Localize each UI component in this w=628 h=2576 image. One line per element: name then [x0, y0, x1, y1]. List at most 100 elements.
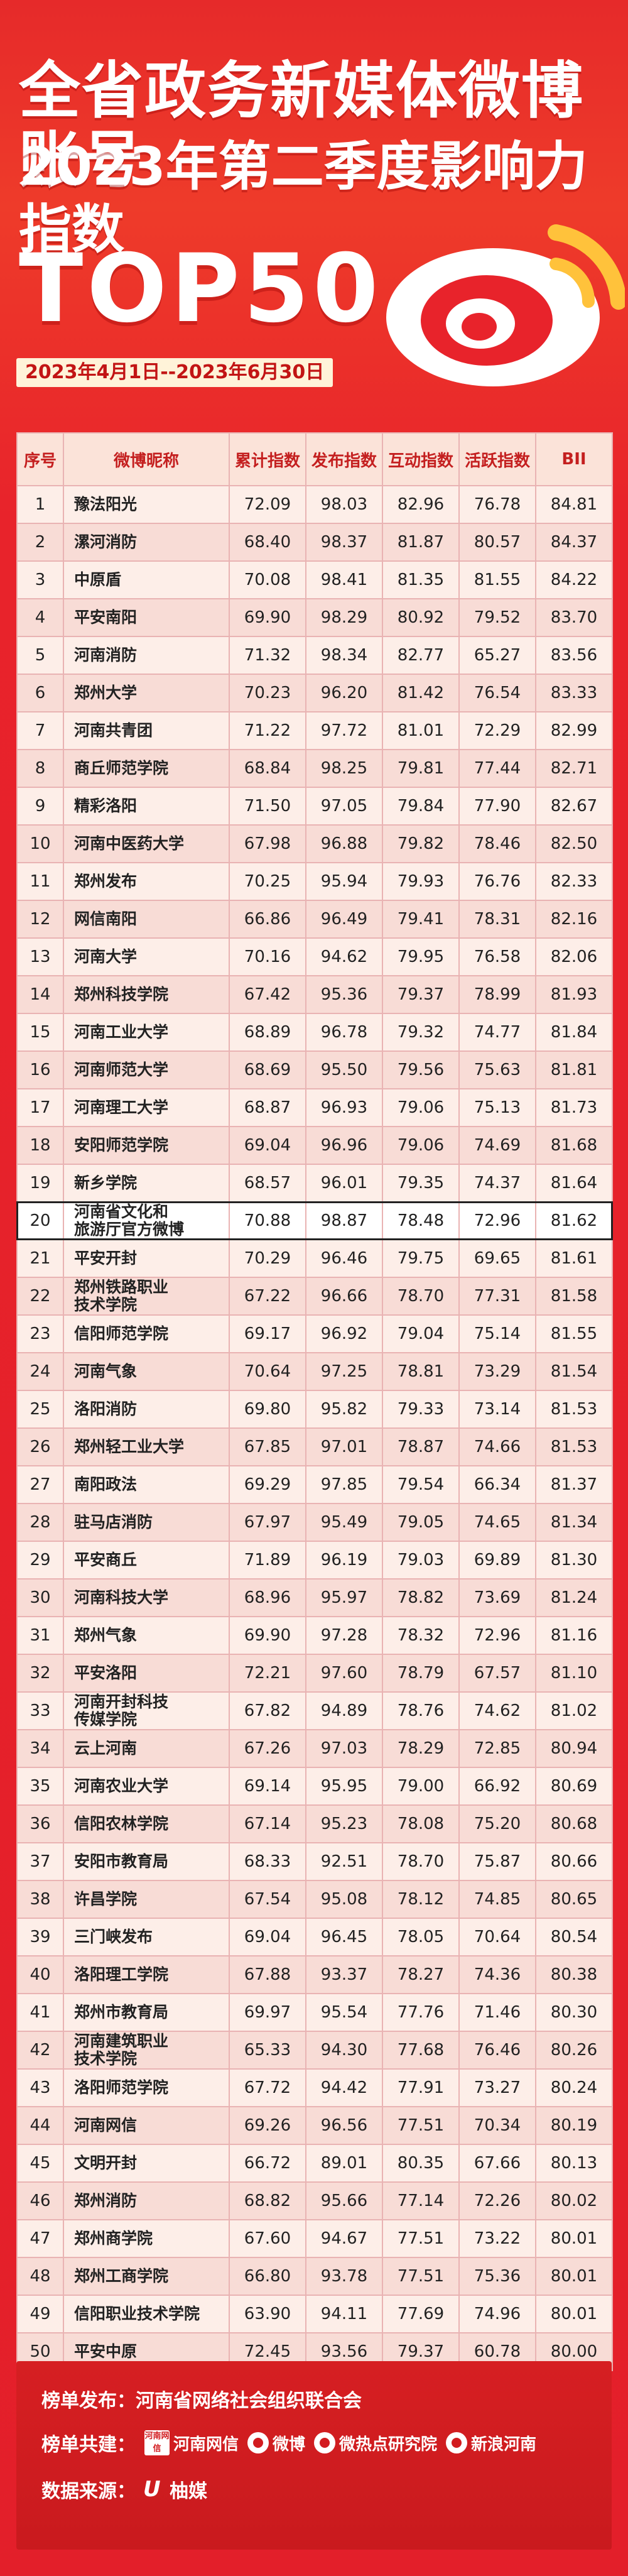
publish-cell: 95.95: [305, 1767, 383, 1806]
bii-cell: 81.81: [535, 1051, 613, 1089]
rank-cell: 48: [16, 2257, 64, 2296]
bii-cell: 80.02: [535, 2181, 613, 2220]
publish-cell: 97.72: [305, 711, 383, 750]
publish-cell: 98.03: [305, 485, 383, 524]
interaction-cell: 78.79: [382, 1654, 460, 1693]
publish-cell: 95.50: [305, 1051, 383, 1089]
cumulative-cell: 67.54: [229, 1880, 306, 1919]
interaction-cell: 77.91: [382, 2068, 460, 2107]
hotspot-institute-logo-icon: [314, 2432, 336, 2453]
table-row: 39 三门峡发布 69.04 96.45 78.05 70.64 80.54: [16, 1918, 613, 1957]
publish-cell: 94.11: [305, 2295, 383, 2333]
col-header-activity: 活跃指数: [458, 432, 536, 486]
nickname-cell: 驻马店消防: [63, 1503, 230, 1542]
activity-cell: 80.57: [458, 523, 536, 562]
interaction-cell: 79.82: [382, 824, 460, 863]
nickname-cell: 安阳师范学院: [63, 1126, 230, 1165]
rank-cell: 39: [16, 1918, 64, 1957]
cumulative-cell: 68.40: [229, 523, 306, 562]
bii-cell: 81.73: [535, 1088, 613, 1127]
interaction-cell: 77.51: [382, 2257, 460, 2296]
bii-cell: 82.06: [535, 937, 613, 976]
interaction-cell: 82.96: [382, 485, 460, 524]
rank-cell: 23: [16, 1314, 64, 1353]
rank-cell: 10: [16, 824, 64, 863]
cumulative-cell: 68.33: [229, 1842, 306, 1881]
table-row: 41 郑州市教育局 69.97 95.54 77.76 71.46 80.30: [16, 1993, 613, 2032]
nickname-cell: 郑州铁路职业 技术学院: [63, 1277, 230, 1316]
bii-cell: 83.33: [535, 674, 613, 712]
interaction-cell: 79.56: [382, 1051, 460, 1089]
nickname-cell: 河南中医药大学: [63, 824, 230, 863]
rank-cell: 13: [16, 937, 64, 976]
rank-cell: 33: [16, 1691, 64, 1730]
nickname-cell: 精彩洛阳: [63, 787, 230, 826]
bii-cell: 83.70: [535, 598, 613, 637]
table-row: 15 河南工业大学 68.89 96.78 79.32 74.77 81.84: [16, 1013, 613, 1052]
activity-cell: 74.65: [458, 1503, 536, 1542]
ranking-table: 序号 微博昵称 累计指数 发布指数 互动指数 活跃指数 BII 1 豫法阳光 72.…: [16, 432, 613, 2371]
table-row: 18 安阳师范学院 69.04 96.96 79.06 74.69 81.68: [16, 1126, 613, 1165]
activity-cell: 78.46: [458, 824, 536, 863]
table-row: 49 信阳职业技术学院 63.90 94.11 77.69 74.96 80.01: [16, 2295, 613, 2333]
nickname-cell: 新乡学院: [63, 1164, 230, 1203]
cumulative-cell: 68.82: [229, 2181, 306, 2220]
table-row: 47 郑州商学院 67.60 94.67 77.51 73.22 80.01: [16, 2219, 613, 2258]
publish-cell: 96.56: [305, 2106, 383, 2145]
nickname-cell: 平安商丘: [63, 1541, 230, 1580]
publish-cell: 96.45: [305, 1918, 383, 1957]
activity-cell: 76.46: [458, 2031, 536, 2070]
nickname-cell: 河南大学: [63, 937, 230, 976]
table-row: 33 河南开封科技 传媒学院 67.82 94.89 78.76 74.62 81.02: [16, 1691, 613, 1730]
cumulative-cell: 71.32: [229, 636, 306, 675]
interaction-cell: 80.92: [382, 598, 460, 637]
cobuild-line: 榜单共建： 河南网信 河南网信 微博 微热点研究院 新浪河南: [41, 2429, 536, 2457]
rank-cell: 29: [16, 1541, 64, 1580]
bii-cell: 82.16: [535, 900, 613, 939]
activity-cell: 74.77: [458, 1013, 536, 1052]
publish-cell: 94.42: [305, 2068, 383, 2107]
cumulative-cell: 68.96: [229, 1578, 306, 1617]
publish-cell: 95.97: [305, 1578, 383, 1617]
cumulative-cell: 69.97: [229, 1993, 306, 2032]
publish-cell: 96.46: [305, 1239, 383, 1278]
top50-label: TOP50: [19, 234, 382, 344]
cumulative-cell: 69.80: [229, 1390, 306, 1429]
interaction-cell: 81.87: [382, 523, 460, 562]
activity-cell: 71.46: [458, 1993, 536, 2032]
cumulative-cell: 67.42: [229, 975, 306, 1014]
nickname-cell: 郑州轻工业大学: [63, 1427, 230, 1466]
nickname-cell: 洛阳消防: [63, 1390, 230, 1429]
title-line2: 2023年第二季度影响力指数: [19, 136, 588, 260]
cumulative-cell: 70.29: [229, 1239, 306, 1278]
bii-cell: 80.54: [535, 1918, 613, 1957]
publish-cell: 97.85: [305, 1465, 383, 1504]
table-row: 31 郑州气象 69.90 97.28 78.32 72.96 81.16: [16, 1616, 613, 1655]
table-row: 45 文明开封 66.72 89.01 80.35 67.66 80.13: [16, 2144, 613, 2183]
bii-cell: 82.71: [535, 749, 613, 788]
cumulative-cell: 66.86: [229, 900, 306, 939]
bii-cell: 81.02: [535, 1691, 613, 1730]
nickname-cell: 河南开封科技 传媒学院: [63, 1691, 230, 1730]
interaction-cell: 78.05: [382, 1918, 460, 1957]
publish-cell: 96.92: [305, 1314, 383, 1353]
sponsor-weibo: 微博: [247, 2431, 305, 2455]
publish-cell: 98.25: [305, 749, 383, 788]
activity-cell: 77.44: [458, 749, 536, 788]
publish-cell: 97.60: [305, 1654, 383, 1693]
activity-cell: 74.62: [458, 1691, 536, 1730]
publish-cell: 97.03: [305, 1729, 383, 1768]
col-header-publish: 发布指数: [305, 432, 383, 486]
publish-cell: 95.49: [305, 1503, 383, 1542]
publish-cell: 98.37: [305, 523, 383, 562]
rank-cell: 24: [16, 1352, 64, 1391]
cumulative-cell: 72.09: [229, 485, 306, 524]
table-body: 1 豫法阳光 72.09 98.03 82.96 76.78 84.81 2 漯河消防 68.40…: [16, 485, 613, 2371]
data-source-name: 柚媒: [170, 2480, 207, 2502]
cumulative-cell: 69.04: [229, 1126, 306, 1165]
rank-cell: 31: [16, 1616, 64, 1655]
footer: 榜单发布：河南省网络社会组织联合会 榜单共建： 河南网信 河南网信 微博 微热点…: [16, 2361, 612, 2550]
table-row: 38 许昌学院 67.54 95.08 78.12 74.85 80.65: [16, 1880, 613, 1919]
nickname-cell: 信阳农林学院: [63, 1804, 230, 1843]
